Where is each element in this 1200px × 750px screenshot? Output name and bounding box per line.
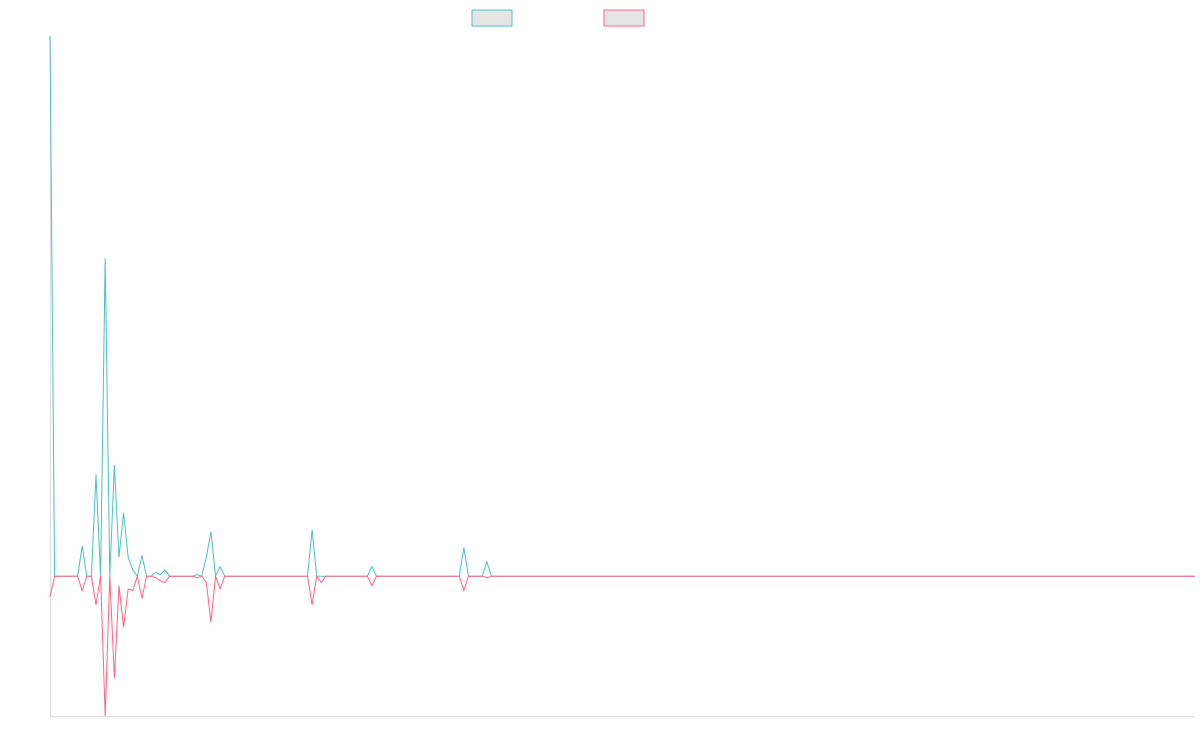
legend-swatch-series-2[interactable] xyxy=(603,9,645,27)
series-2 xyxy=(49,574,1195,717)
series-line-1[interactable] xyxy=(49,35,1195,578)
series-1 xyxy=(49,35,1195,578)
series-line-2[interactable] xyxy=(49,574,1195,717)
chart-axes xyxy=(50,36,1195,717)
series-layer xyxy=(49,35,1195,717)
chart-legend xyxy=(471,9,645,27)
legend-swatch-series-1[interactable] xyxy=(471,9,513,27)
